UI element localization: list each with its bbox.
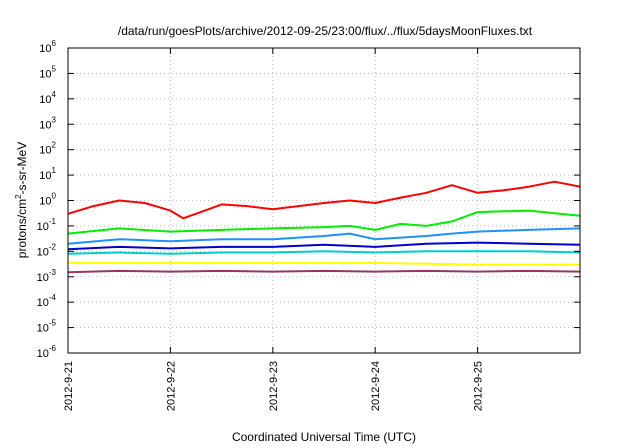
y-tick-label: 106 <box>39 39 56 55</box>
chart-title: /data/run/goesPlots/archive/2012-09-25/2… <box>118 24 533 38</box>
x-tick-label: 2012-9-22 <box>165 361 177 411</box>
series-line-3 <box>68 241 580 251</box>
y-axis-label: protons/cm2-s-sr-MeV <box>14 142 29 258</box>
x-axis-label: Coordinated Universal Time (UTC) <box>232 430 416 444</box>
y-tick-label: 10-5 <box>37 319 57 335</box>
y-axis-label-base: protons/cm <box>15 199 29 258</box>
y-tick-label: 100 <box>39 192 56 208</box>
x-axis: 2012-9-21 2012-9-22 2012-9-23 2012-9-24 2012… <box>63 48 485 411</box>
y-tick-label: 104 <box>39 90 56 106</box>
y-tick-label: 10-3 <box>37 268 57 284</box>
series-line-6 <box>68 269 580 274</box>
y-tick-label: 10-1 <box>37 217 57 233</box>
y-tick-label: 101 <box>39 166 56 182</box>
y-tick-label: 10-6 <box>37 344 57 360</box>
x-tick-label: 2012-9-21 <box>63 361 75 411</box>
y-axis-label-sup: 2 <box>14 194 23 199</box>
x-tick-label: 2012-9-25 <box>473 361 485 411</box>
series-line-0 <box>68 180 580 220</box>
x-tick-label: 2012-9-23 <box>268 361 280 411</box>
y-axis-label-rest: -s-sr-MeV <box>15 142 29 195</box>
y-tick-label: 103 <box>39 115 56 131</box>
series-line-1 <box>68 209 580 235</box>
y-axis: 10-6 10-5 10-4 10-3 10-2 10-1 100 101 102 103 104 1… <box>37 39 580 360</box>
y-tick-label: 102 <box>39 141 56 157</box>
y-tick-label: 105 <box>39 64 56 80</box>
series-line-2 <box>68 227 580 245</box>
x-tick-label: 2012-9-24 <box>370 361 382 411</box>
grid <box>68 47 580 354</box>
series-line-5 <box>68 261 580 266</box>
series-layer <box>68 180 580 274</box>
y-tick-label: 10-4 <box>37 293 57 309</box>
series-line-4 <box>68 250 580 255</box>
y-tick-label: 10-2 <box>37 242 57 258</box>
